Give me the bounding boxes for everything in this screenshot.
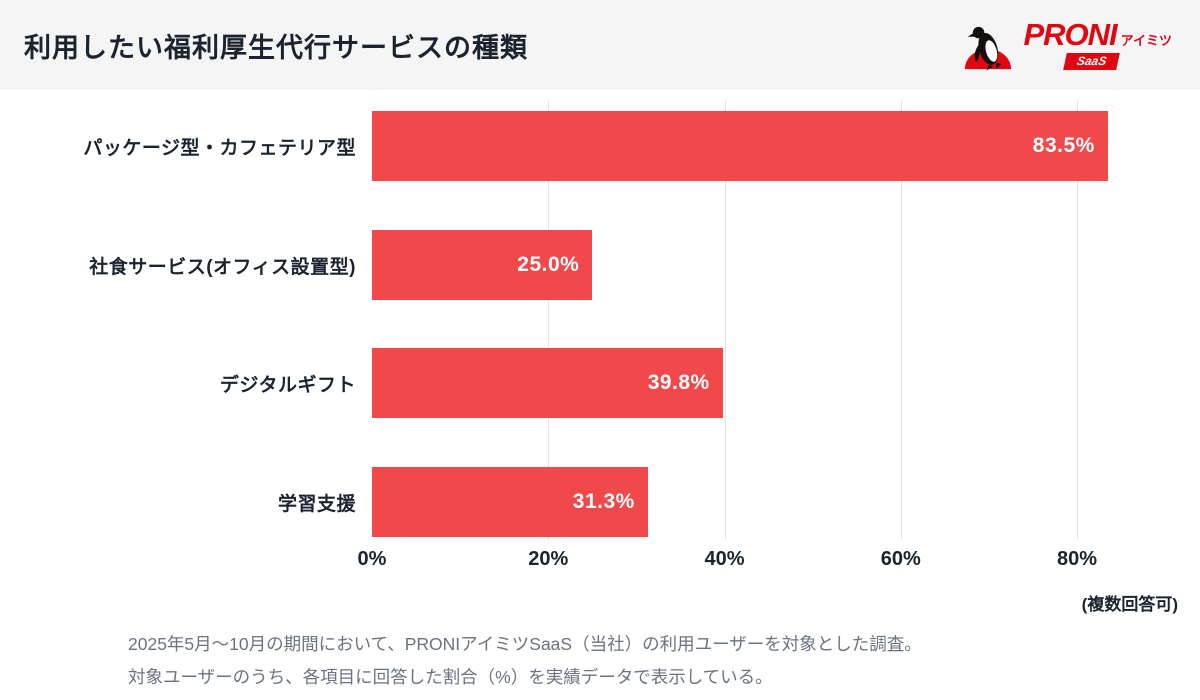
gridline xyxy=(900,100,902,540)
methodology-line-2: 対象ユーザーのうち、各項目に回答した割合（%）を実績データで表示している。 xyxy=(128,667,773,688)
logo-sub-text: アイミツ xyxy=(1120,32,1172,48)
bar-value-label: 31.3% xyxy=(572,490,635,513)
category-label: 学習支援 xyxy=(277,493,356,515)
gridline xyxy=(1077,100,1078,540)
x-axis-tick-label: 20% xyxy=(528,548,569,570)
bar-value-label: 39.8% xyxy=(647,371,710,394)
bar-value-label: 25.0% xyxy=(517,253,580,276)
brand-logo: PRONI アイミツ SaaS xyxy=(959,19,1172,71)
multiple-answers-note: (複数回答可) xyxy=(1081,595,1178,614)
gridline xyxy=(724,100,726,540)
survey-methodology-note: 2025年5月〜10月の期間において、PRONIアイミツSaaS（当社）の利用ユ… xyxy=(128,628,1178,695)
bar: 25.0% xyxy=(372,230,593,300)
bar-row: パッケージ型・カフェテリア型 83.5% xyxy=(0,111,1200,181)
category-label: デジタルギフト xyxy=(219,374,356,396)
x-axis-tick-label: 0% xyxy=(357,548,387,570)
gridline xyxy=(548,100,550,540)
methodology-line-1: 2025年5月〜10月の期間において、PRONIアイミツSaaS（当社）の利用ユ… xyxy=(128,634,922,654)
bar-row: 学習支援 31.3% xyxy=(0,467,1200,537)
x-axis-tick-label: 80% xyxy=(1056,548,1098,570)
bar: 39.8% xyxy=(372,348,723,418)
bar-row: 社食サービス(オフィス設置型) 25.0% xyxy=(0,230,1200,300)
bar: 31.3% xyxy=(372,467,648,537)
bar-value-label: 83.5% xyxy=(1032,134,1095,157)
page-title: 利用したい福利厚生代行サービスの種類 xyxy=(24,32,528,63)
category-label: 社食サービス(オフィス設置型) xyxy=(89,256,356,278)
x-axis-tick-label: 40% xyxy=(704,548,745,570)
logo-text-block: PRONI アイミツ SaaS xyxy=(1023,19,1172,70)
logo-brand-text: PRONI xyxy=(1023,17,1117,52)
category-label: パッケージ型・カフェテリア型 xyxy=(83,137,356,159)
header: 利用したい福利厚生代行サービスの種類 PRONI アイミツ xyxy=(0,0,1200,90)
penguin-logo-icon xyxy=(965,26,1012,71)
bar-row: デジタルギフト 39.8% xyxy=(0,348,1200,418)
x-axis-tick-label: 60% xyxy=(880,548,921,570)
bar: 83.5% xyxy=(372,111,1108,181)
logo-saas-badge: SaaS xyxy=(1063,53,1121,70)
